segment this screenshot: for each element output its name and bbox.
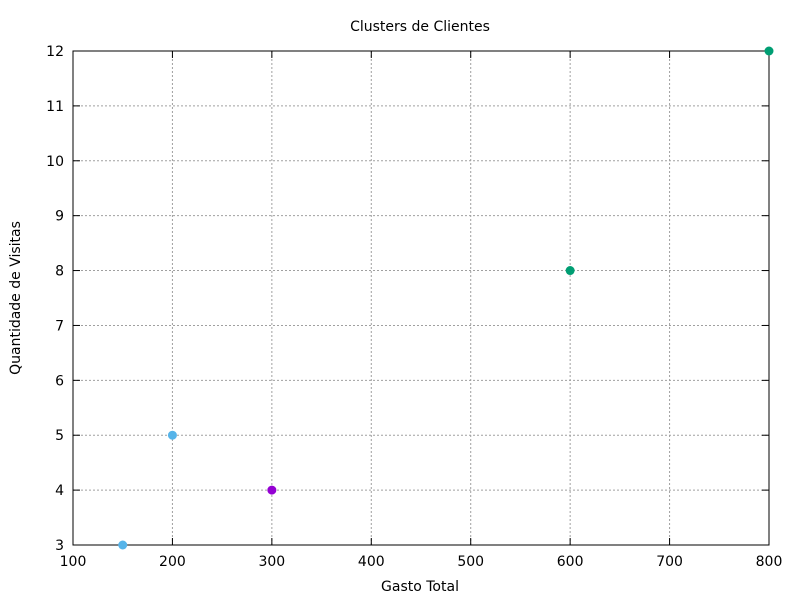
- x-tick-label: 400: [358, 554, 385, 570]
- x-tick-label: 200: [159, 554, 186, 570]
- chart-title: Clusters de Clientes: [350, 19, 490, 35]
- data-point: [167, 430, 177, 440]
- data-point: [565, 266, 575, 276]
- data-point: [267, 485, 277, 495]
- x-tick-label: 300: [258, 554, 285, 570]
- data-point: [764, 46, 774, 56]
- x-tick-label: 700: [656, 554, 683, 570]
- x-tick-label: 100: [60, 554, 87, 570]
- y-tick-label: 3: [55, 538, 64, 554]
- axis-ticks: [72, 50, 770, 546]
- y-tick-label: 9: [55, 209, 64, 225]
- y-tick-label: 6: [55, 373, 64, 389]
- y-tick-labels: 3 4 5 6 7 8 9 10 11 12: [46, 44, 64, 554]
- y-tick-label: 8: [55, 264, 64, 280]
- x-tick-labels: 100 200 300 400 500 600 700 800: [60, 554, 783, 570]
- y-tick-label: 10: [46, 154, 64, 170]
- y-axis-label: Quantidade de Visitas: [8, 221, 24, 375]
- data-point: [118, 540, 128, 550]
- data-points: [118, 46, 774, 550]
- y-tick-label: 4: [55, 483, 64, 499]
- plot-frame: [72, 50, 770, 546]
- y-tick-label: 7: [55, 318, 64, 334]
- y-tick-label: 12: [46, 44, 64, 60]
- x-tick-label: 800: [756, 554, 783, 570]
- y-tick-label: 5: [55, 428, 64, 444]
- y-tick-label: 11: [46, 99, 64, 115]
- grid-lines: [73, 51, 769, 545]
- x-axis-label: Gasto Total: [381, 579, 459, 595]
- x-tick-label: 500: [457, 554, 484, 570]
- x-tick-label: 600: [557, 554, 584, 570]
